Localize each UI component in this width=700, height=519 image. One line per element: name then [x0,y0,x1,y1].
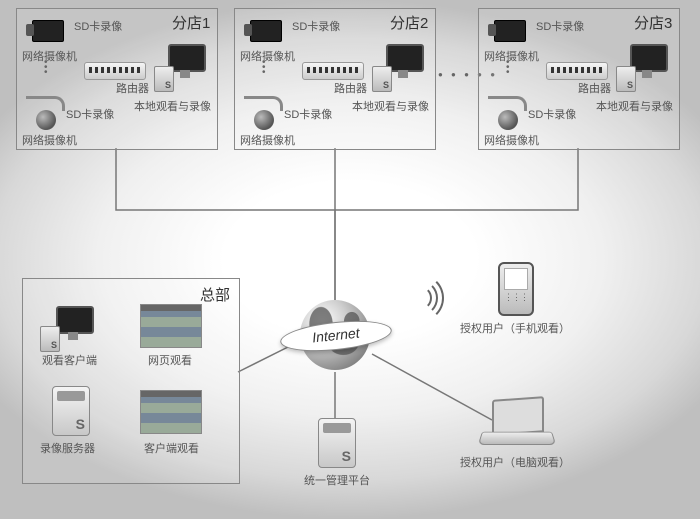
dome-camera-icon [486,96,526,130]
vdots-icon: ••• [506,60,510,75]
dome-sd-label: SD卡录像 [528,106,576,122]
dome-camera-icon [242,96,282,130]
vdots-icon: ••• [44,60,48,75]
globe-icon: Internet [300,300,370,370]
camera-label: 网络摄像机 [484,48,539,64]
client-label: 观看客户端 [42,352,97,368]
local-view-label: 本地观看与录像 [134,98,211,114]
camera-label: 网络摄像机 [22,48,77,64]
branch-2-title: 分店2 [390,12,428,33]
rec-server-label: 录像服务器 [40,440,95,456]
server-icon [52,386,90,436]
client-view-label: 客户端观看 [144,440,199,456]
box-camera-icon [244,18,288,46]
local-view-label: 本地观看与录像 [596,98,673,114]
branch-3-title: 分店3 [634,12,672,33]
vdots-icon: ••• [262,60,266,75]
sd-label: SD卡录像 [536,18,584,34]
pc-user-label: 授权用户（电脑观看） [460,454,570,470]
mini-server-icon [154,66,174,92]
server-icon [318,418,356,468]
branch-1-title: 分店1 [172,12,210,33]
box-camera-icon [488,18,532,46]
dome-camera-label: 网络摄像机 [240,132,295,148]
camera-label: 网络摄像机 [240,48,295,64]
mini-server-icon [372,66,392,92]
router-icon [302,62,364,80]
dome-sd-label: SD卡录像 [66,106,114,122]
internet-label: Internet [279,316,393,356]
router-icon [84,62,146,80]
mini-server-icon [40,326,60,352]
dome-sd-label: SD卡录像 [284,106,332,122]
sd-label: SD卡录像 [74,18,122,34]
sd-label: SD卡录像 [292,18,340,34]
router-label: 路由器 [334,80,367,96]
dome-camera-label: 网络摄像机 [22,132,77,148]
local-view-label: 本地观看与录像 [352,98,429,114]
web-thumb-icon [140,304,202,348]
web-view-label: 网页观看 [148,352,192,368]
router-icon [546,62,608,80]
mgmt-label: 统一管理平台 [304,472,370,488]
dome-camera-icon [24,96,64,130]
router-label: 路由器 [578,80,611,96]
mini-server-icon [616,66,636,92]
box-camera-icon [26,18,70,46]
dome-camera-label: 网络摄像机 [484,132,539,148]
laptop-icon [480,398,552,446]
router-label: 路由器 [116,80,149,96]
wireless-icon [398,276,458,336]
client-thumb-icon [140,390,202,434]
phone-icon [498,262,534,316]
hq-title: 总部 [200,284,230,305]
mobile-user-label: 授权用户（手机观看） [460,320,570,336]
